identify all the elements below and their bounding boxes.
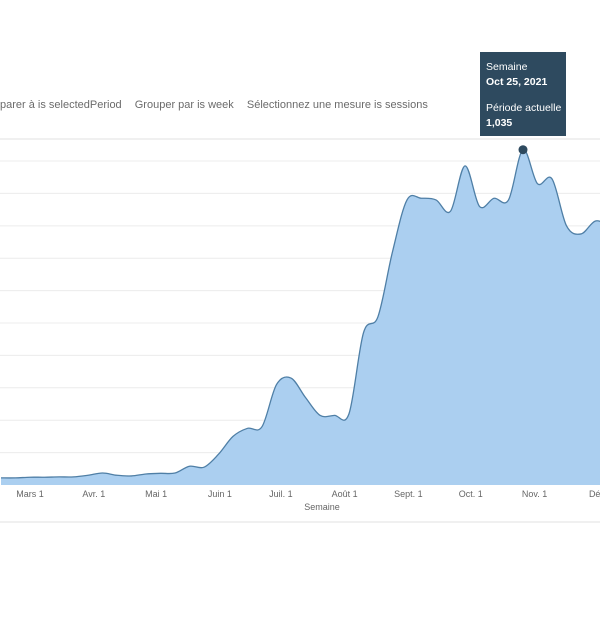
x-axis-label: Semaine xyxy=(304,502,340,512)
tooltip-x-label: Semaine xyxy=(486,61,528,73)
x-tick-label: Mars 1 xyxy=(16,489,44,499)
x-tick-label: Juin 1 xyxy=(208,489,232,499)
x-tick-label: Sept. 1 xyxy=(394,489,423,499)
x-tick-label: Juil. 1 xyxy=(269,489,293,499)
filter-summary: parer à is selectedPeriod Grouper par is… xyxy=(0,99,438,111)
x-tick-label: Nov. 1 xyxy=(522,489,547,499)
x-tick-label: Août 1 xyxy=(332,489,358,499)
chart-tooltip: Semaine Oct 25, 2021 Période actuelle 1,… xyxy=(480,52,566,136)
x-tick-label: Mai 1 xyxy=(145,489,167,499)
filter-measure[interactable]: Sélectionnez une mesure is sessions xyxy=(246,99,428,111)
series-line xyxy=(0,149,600,479)
x-tick-label: Oct. 1 xyxy=(459,489,483,499)
x-tick-label: Avr. 1 xyxy=(82,489,105,499)
filter-compare[interactable]: parer à is selectedPeriod xyxy=(0,99,122,111)
series-area xyxy=(1,149,600,485)
highlighted-data-point xyxy=(518,145,528,155)
x-tick-label: Déc xyxy=(589,489,600,499)
tooltip-series-label: Période actuelle xyxy=(486,102,562,114)
filter-group-by[interactable]: Grouper par is week xyxy=(134,99,234,111)
tooltip-series-value: 1,035 xyxy=(486,117,513,129)
tooltip-x-value: Oct 25, 2021 xyxy=(486,76,548,88)
